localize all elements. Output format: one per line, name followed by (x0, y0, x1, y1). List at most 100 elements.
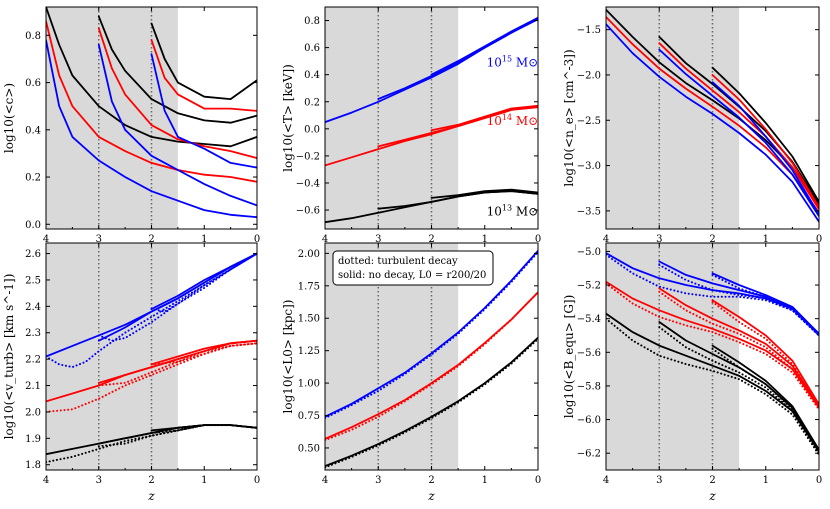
y-tick-label: −0.4 (296, 178, 320, 189)
series-line (711, 299, 819, 406)
y-tick-label: 2.4 (25, 302, 41, 313)
x-tick-label: 0 (254, 234, 260, 245)
panel-Beq: 4 3 2 1 0 −6.2 −6.0 −5.8 −5.6 −5.4 −5.2 −5.0 z log10(… (562, 242, 822, 503)
y-axis-label: log10(<L0> [kpc]) (281, 300, 295, 414)
y-axis-label: log10(<v_turb> [km s^-1]) (2, 274, 16, 440)
series-line (97, 15, 257, 124)
series-line (150, 339, 257, 366)
series-line (711, 300, 819, 408)
y-tick-label: 0.4 (304, 70, 320, 81)
series-line (377, 104, 538, 148)
y-tick-label: −3.0 (577, 161, 601, 172)
x-tick-label: 0 (535, 475, 541, 486)
x-tick-label: 2 (148, 234, 154, 245)
y-tick-label: 0.2 (25, 173, 41, 184)
series-line (430, 188, 538, 199)
x-tick-label: 3 (656, 234, 662, 245)
series-group (46, 252, 257, 464)
series-line (658, 290, 819, 409)
x-tick-label: 0 (254, 475, 260, 486)
series-line (150, 39, 257, 112)
series-line (658, 42, 819, 211)
y-tick-label: 0.6 (304, 43, 320, 54)
series-line (150, 252, 257, 310)
series-group (325, 16, 538, 224)
y-tick-label: 0.50 (298, 443, 320, 454)
x-tick-label: 0 (535, 234, 541, 245)
series-line (150, 252, 257, 313)
series-line (658, 326, 819, 455)
y-tick-label: 1.75 (298, 281, 320, 292)
x-tick-label: 1 (482, 475, 488, 486)
series-line (97, 342, 257, 387)
series-line (430, 16, 538, 76)
series-line (325, 336, 538, 468)
series-line (377, 190, 538, 210)
series-line (606, 312, 819, 453)
y-tick-label: −2.5 (577, 116, 601, 127)
panel-T: 43210−0.6−0.4−0.20.00.20.40.60.8zlog10(<… (281, 6, 541, 262)
series-line (97, 27, 257, 160)
series-line (606, 317, 819, 456)
series-group (606, 8, 819, 223)
series-line (325, 338, 538, 469)
series-line (711, 66, 819, 203)
y-tick-label: 2.5 (25, 275, 41, 286)
x-tick-label: 0 (816, 234, 822, 245)
y-tick-label: −2.0 (577, 70, 601, 81)
panel-L0: 4 3 2 1 0 0.50 0.75 1.00 1.25 1.50 1.75 2.00 z log10(… (281, 242, 541, 503)
series-line (46, 424, 257, 464)
series-line (711, 344, 819, 451)
x-axis-label: z (147, 489, 155, 503)
legend-entry: solid: no decay, L0 = r200/20 (338, 270, 486, 281)
y-tick-label: 0.0 (25, 220, 41, 231)
series-line (97, 252, 257, 342)
series-line (46, 20, 257, 183)
series-group (46, 7, 257, 219)
mass-annotation: 1014 M⊙ (487, 113, 539, 128)
y-tick-label: −1.5 (577, 25, 601, 36)
y-tick-label: 1.00 (298, 379, 320, 390)
x-tick-label: 4 (322, 475, 328, 486)
series-line (377, 16, 538, 100)
y-tick-label: 0.8 (304, 16, 320, 27)
x-tick-label: 1 (201, 234, 207, 245)
series-line (658, 263, 819, 337)
series-line (606, 16, 819, 214)
series-group (325, 249, 538, 469)
mass-annotation: 1015 M⊙ (487, 55, 539, 70)
series-line (658, 48, 819, 218)
x-tick-label: 2 (709, 475, 715, 486)
x-tick-label: 4 (322, 234, 328, 245)
legend: dotted: turbulent decay solid: no decay, … (332, 250, 494, 286)
y-tick-label: 0.2 (304, 97, 320, 108)
shaded-region (325, 7, 459, 229)
y-tick-label: −5.6 (577, 348, 601, 359)
series-line (711, 272, 819, 335)
y-tick-label: 0.0 (304, 124, 320, 135)
series-line (46, 252, 257, 369)
series-line (150, 22, 257, 100)
series-line (150, 342, 257, 366)
series-line (46, 39, 257, 219)
panel-vturb: 4 3 2 1 0 1.8 1.9 2.0 2.1 2.2 2.3 2.4 2.5 2.6 z log10(<… (2, 242, 260, 503)
mass-annotation: 1013 M⊙ (487, 203, 539, 218)
series-line (430, 104, 538, 132)
x-axis-label: z (708, 489, 716, 503)
y-axis-label: log10(<B_equ> [G]) (562, 295, 576, 419)
y-tick-label: −5.2 (577, 281, 601, 292)
x-tick-label: 3 (375, 234, 381, 245)
x-tick-label: 2 (709, 234, 715, 245)
x-tick-label: 4 (43, 475, 49, 486)
y-axis-label: log10(<n_e> [cm^-3]) (562, 49, 576, 186)
x-tick-label: 1 (482, 234, 488, 245)
x-tick-label: 4 (603, 475, 609, 486)
x-tick-label: 1 (201, 475, 207, 486)
y-tick-label: 2.2 (25, 355, 41, 366)
y-tick-label: 2.1 (25, 381, 41, 392)
x-tick-label: 2 (428, 234, 434, 245)
series-line (711, 81, 819, 216)
y-tick-label: −0.2 (296, 151, 320, 162)
x-tick-label: 3 (96, 234, 102, 245)
